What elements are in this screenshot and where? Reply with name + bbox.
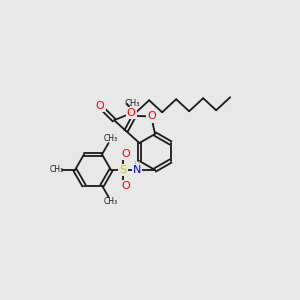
Text: CH₃: CH₃ — [124, 99, 140, 108]
Text: N: N — [133, 165, 141, 175]
Text: O: O — [122, 149, 130, 159]
Text: S: S — [119, 165, 127, 175]
Text: O: O — [122, 181, 130, 191]
Text: CH₃: CH₃ — [50, 166, 64, 175]
Text: CH₃: CH₃ — [104, 134, 118, 143]
Text: H: H — [134, 160, 140, 169]
Text: O: O — [147, 111, 156, 122]
Text: O: O — [127, 108, 136, 118]
Text: CH₃: CH₃ — [104, 197, 118, 206]
Text: O: O — [96, 101, 104, 111]
